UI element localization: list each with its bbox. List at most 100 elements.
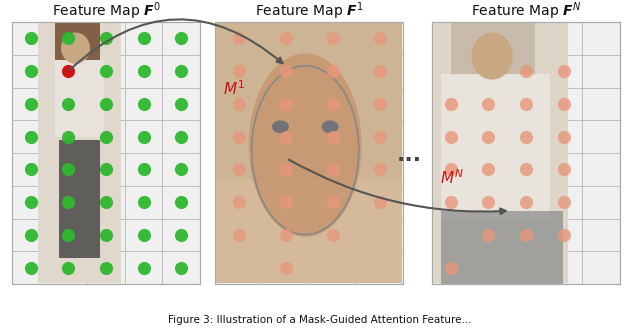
Point: [374, 134, 385, 139]
Point: [176, 68, 186, 74]
Point: [374, 36, 385, 41]
Point: [521, 232, 531, 237]
Point: [138, 167, 148, 172]
Point: [234, 232, 244, 237]
Point: [445, 167, 456, 172]
Text: Feature Map $\boldsymbol{F}^0$: Feature Map $\boldsymbol{F}^0$: [52, 0, 161, 22]
Point: [101, 265, 111, 270]
Point: [559, 232, 569, 237]
Ellipse shape: [249, 53, 362, 237]
Text: Feature Map $\boldsymbol{F}^N$: Feature Map $\boldsymbol{F}^N$: [471, 0, 581, 22]
Point: [280, 167, 291, 172]
Point: [521, 200, 531, 205]
Point: [234, 101, 244, 107]
Point: [559, 200, 569, 205]
Point: [176, 134, 186, 139]
Point: [176, 101, 186, 107]
Point: [374, 200, 385, 205]
Point: [559, 167, 569, 172]
Point: [374, 167, 385, 172]
Point: [101, 200, 111, 205]
Point: [234, 167, 244, 172]
Bar: [215, 22, 403, 284]
Point: [328, 134, 338, 139]
Point: [445, 134, 456, 139]
Bar: [215, 22, 403, 284]
Bar: [12, 22, 200, 284]
Text: $M^N$: $M^N$: [440, 169, 463, 188]
Point: [521, 68, 531, 74]
Point: [234, 134, 244, 139]
Point: [138, 134, 148, 139]
Bar: [59, 140, 100, 258]
Point: [483, 232, 493, 237]
Point: [63, 68, 74, 74]
Point: [101, 68, 111, 74]
Ellipse shape: [61, 33, 90, 64]
Point: [176, 36, 186, 41]
Point: [176, 265, 186, 270]
Point: [138, 232, 148, 237]
Point: [138, 200, 148, 205]
Point: [138, 101, 148, 107]
Bar: [442, 74, 550, 218]
Point: [280, 265, 291, 270]
Point: [63, 265, 74, 270]
Point: [176, 167, 186, 172]
Text: $M^1$: $M^1$: [223, 80, 244, 98]
Point: [138, 36, 148, 41]
Bar: [38, 23, 121, 283]
Point: [280, 232, 291, 237]
Point: [101, 101, 111, 107]
Ellipse shape: [272, 121, 289, 133]
Point: [26, 68, 36, 74]
Point: [26, 101, 36, 107]
Text: Feature Map $\boldsymbol{F}^1$: Feature Map $\boldsymbol{F}^1$: [255, 0, 364, 22]
Point: [26, 134, 36, 139]
Point: [328, 232, 338, 237]
Ellipse shape: [321, 121, 339, 133]
Bar: [216, 23, 402, 283]
Point: [101, 36, 111, 41]
Point: [559, 101, 569, 107]
Point: [559, 134, 569, 139]
Point: [176, 232, 186, 237]
Bar: [12, 22, 200, 284]
Point: [559, 68, 569, 74]
Point: [26, 200, 36, 205]
Point: [101, 134, 111, 139]
Point: [328, 167, 338, 172]
Point: [445, 265, 456, 270]
Point: [26, 232, 36, 237]
Bar: [432, 22, 620, 284]
Point: [280, 134, 291, 139]
Bar: [451, 23, 536, 75]
Bar: [432, 22, 620, 284]
Ellipse shape: [472, 33, 513, 80]
Point: [26, 265, 36, 270]
Point: [521, 167, 531, 172]
Point: [101, 232, 111, 237]
Point: [521, 134, 531, 139]
Point: [26, 36, 36, 41]
Text: ...: ...: [396, 145, 422, 165]
Point: [63, 232, 74, 237]
Bar: [433, 23, 568, 283]
Point: [483, 200, 493, 205]
Point: [328, 68, 338, 74]
Point: [234, 200, 244, 205]
Point: [521, 101, 531, 107]
Point: [280, 68, 291, 74]
Point: [483, 167, 493, 172]
Bar: [55, 23, 100, 60]
Point: [176, 200, 186, 205]
Point: [63, 200, 74, 205]
Point: [63, 101, 74, 107]
Point: [101, 167, 111, 172]
Point: [138, 68, 148, 74]
Bar: [55, 59, 104, 137]
Point: [374, 101, 385, 107]
Point: [26, 167, 36, 172]
Text: Figure 3: Illustration of a Mask-Guided Attention Feature...: Figure 3: Illustration of a Mask-Guided …: [168, 315, 472, 325]
Point: [374, 68, 385, 74]
